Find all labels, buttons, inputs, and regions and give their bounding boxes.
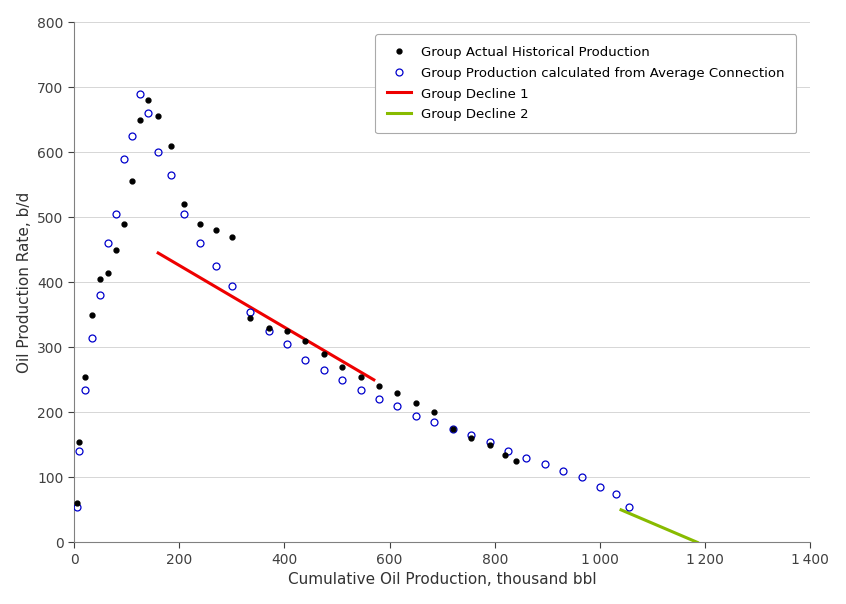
- X-axis label: Cumulative Oil Production, thousand bbl: Cumulative Oil Production, thousand bbl: [288, 573, 596, 587]
- Group Production calculated from Average Connection: [143, 109, 153, 117]
- Group Production calculated from Average Connection: [576, 474, 586, 481]
- Group Production calculated from Average Connection: [300, 357, 310, 364]
- Group Production calculated from Average Connection: [338, 376, 348, 384]
- Group Actual Historical Production: [300, 337, 310, 344]
- Group Actual Historical Production: [80, 373, 90, 380]
- Group Production calculated from Average Connection: [595, 483, 605, 490]
- Group Actual Historical Production: [72, 500, 82, 507]
- Group Production calculated from Average Connection: [179, 210, 190, 217]
- Group Actual Historical Production: [195, 220, 206, 227]
- Group Production calculated from Average Connection: [448, 425, 458, 432]
- Group Production calculated from Average Connection: [111, 210, 121, 217]
- Group Production calculated from Average Connection: [429, 419, 439, 426]
- Group Production calculated from Average Connection: [87, 334, 97, 341]
- Group Actual Historical Production: [264, 324, 274, 332]
- Group Actual Historical Production: [338, 363, 348, 370]
- Group Production calculated from Average Connection: [466, 431, 476, 439]
- Group Actual Historical Production: [245, 315, 255, 322]
- Group Actual Historical Production: [393, 389, 403, 396]
- Group Production calculated from Average Connection: [355, 386, 365, 393]
- Group Actual Historical Production: [511, 457, 521, 464]
- Group Actual Historical Production: [429, 409, 439, 416]
- Legend: Group Actual Historical Production, Group Production calculated from Average Con: Group Actual Historical Production, Grou…: [375, 34, 796, 133]
- Group Actual Historical Production: [485, 441, 495, 448]
- Y-axis label: Oil Production Rate, b/d: Oil Production Rate, b/d: [17, 191, 31, 373]
- Line: Group Decline 1: Group Decline 1: [158, 253, 374, 380]
- Line: Group Production calculated from Average Connection: Group Production calculated from Average…: [73, 90, 633, 510]
- Group Production calculated from Average Connection: [72, 503, 82, 510]
- Group Actual Historical Production: [411, 399, 421, 406]
- Group Production calculated from Average Connection: [211, 262, 221, 269]
- Group Production calculated from Average Connection: [96, 292, 106, 299]
- Group Production calculated from Average Connection: [103, 240, 113, 247]
- Group Production calculated from Average Connection: [227, 282, 237, 289]
- Group Production calculated from Average Connection: [195, 240, 206, 247]
- Group Production calculated from Average Connection: [521, 454, 531, 461]
- Group Actual Historical Production: [466, 435, 476, 442]
- Group Actual Historical Production: [135, 116, 145, 123]
- Group Production calculated from Average Connection: [540, 461, 550, 468]
- Group Actual Historical Production: [227, 233, 237, 240]
- Group Production calculated from Average Connection: [485, 438, 495, 445]
- Group Decline 1: [153, 249, 163, 257]
- Group Actual Historical Production: [179, 201, 190, 208]
- Group Production calculated from Average Connection: [80, 386, 90, 393]
- Group Production calculated from Average Connection: [135, 90, 145, 97]
- Group Production calculated from Average Connection: [374, 396, 384, 403]
- Group Production calculated from Average Connection: [282, 341, 292, 348]
- Group Production calculated from Average Connection: [624, 503, 634, 510]
- Group Production calculated from Average Connection: [611, 490, 621, 497]
- Group Production calculated from Average Connection: [119, 155, 129, 162]
- Line: Group Actual Historical Production: Group Actual Historical Production: [72, 95, 520, 508]
- Group Actual Historical Production: [374, 383, 384, 390]
- Group Production calculated from Average Connection: [245, 308, 255, 315]
- Group Production calculated from Average Connection: [558, 467, 569, 475]
- Group Production calculated from Average Connection: [74, 448, 85, 455]
- Line: Group Decline 2: Group Decline 2: [621, 510, 697, 542]
- Group Actual Historical Production: [143, 97, 153, 104]
- Group Production calculated from Average Connection: [264, 327, 274, 335]
- Group Actual Historical Production: [111, 246, 121, 253]
- Group Decline 2: [692, 539, 702, 546]
- Group Production calculated from Average Connection: [411, 412, 421, 419]
- Group Actual Historical Production: [87, 311, 97, 318]
- Group Actual Historical Production: [355, 373, 365, 380]
- Group Production calculated from Average Connection: [153, 149, 163, 156]
- Group Actual Historical Production: [119, 220, 129, 227]
- Group Actual Historical Production: [319, 350, 329, 358]
- Group Production calculated from Average Connection: [503, 448, 513, 455]
- Group Production calculated from Average Connection: [127, 132, 137, 140]
- Group Actual Historical Production: [96, 275, 106, 283]
- Group Decline 1: [369, 376, 379, 384]
- Group Actual Historical Production: [282, 327, 292, 335]
- Group Actual Historical Production: [103, 269, 113, 276]
- Group Decline 2: [616, 506, 626, 513]
- Group Actual Historical Production: [211, 226, 221, 234]
- Group Production calculated from Average Connection: [393, 402, 403, 410]
- Group Actual Historical Production: [153, 113, 163, 120]
- Group Actual Historical Production: [500, 451, 510, 458]
- Group Production calculated from Average Connection: [167, 172, 177, 179]
- Group Production calculated from Average Connection: [319, 367, 329, 374]
- Group Actual Historical Production: [74, 438, 85, 445]
- Group Actual Historical Production: [127, 178, 137, 185]
- Group Actual Historical Production: [167, 142, 177, 149]
- Group Actual Historical Production: [448, 425, 458, 432]
